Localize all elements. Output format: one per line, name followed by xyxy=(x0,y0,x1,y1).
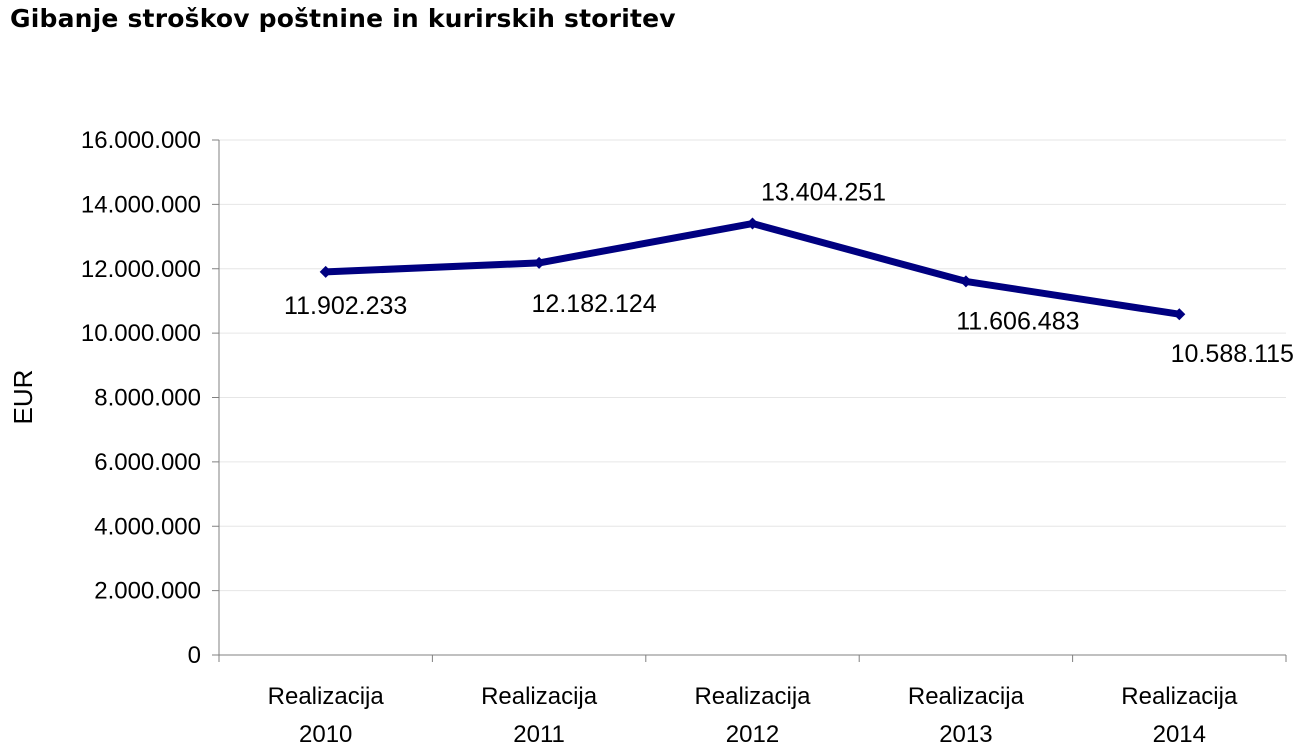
y-axis-title: EUR xyxy=(8,370,38,425)
data-point xyxy=(533,256,546,269)
data-point xyxy=(1173,308,1186,321)
data-point xyxy=(319,265,332,278)
x-tick-label: Realizacija xyxy=(908,683,1025,710)
axes: 0 2.000.000 4.000.000 6.000.000 8.000.000 10.… xyxy=(8,127,1287,748)
x-tick-label: Realizacija xyxy=(694,683,811,710)
y-tick-label: 6.000.000 xyxy=(94,449,201,476)
data-label: 10.588.115 xyxy=(1171,340,1294,368)
y-tick-label: 12.000.000 xyxy=(81,256,201,283)
y-tick-label: 0 xyxy=(188,642,201,669)
data-point xyxy=(746,217,759,230)
y-tick-label: 10.000.000 xyxy=(81,320,201,347)
data-label: 11.606.483 xyxy=(956,307,1079,335)
y-tick-label: 14.000.000 xyxy=(81,191,201,218)
data-label: 11.902.233 xyxy=(284,292,407,320)
x-tick-label: Realizacija xyxy=(268,683,385,710)
x-tick-label: Realizacija xyxy=(481,683,598,710)
series-layer xyxy=(319,217,1186,321)
data-label: 12.182.124 xyxy=(532,290,657,318)
data-label: 13.404.251 xyxy=(761,179,886,207)
x-tick-label: 2011 xyxy=(513,721,565,748)
gridlines xyxy=(219,139,1286,592)
y-tick-label: 2.000.000 xyxy=(94,578,201,605)
data-point xyxy=(959,275,972,288)
x-tick-label: 2014 xyxy=(1153,721,1206,748)
labels-layer: 11.902.233 12.182.124 13.404.251 11.606.483… xyxy=(284,179,1294,369)
y-tick-label: 8.000.000 xyxy=(94,385,201,412)
y-tick-label: 4.000.000 xyxy=(94,513,201,540)
y-tick-label: 16.000.000 xyxy=(81,127,201,154)
chart-title: Gibanje stroškov poštnine in kurirskih s… xyxy=(10,4,676,33)
x-tick-label: 2013 xyxy=(939,721,992,748)
x-tick-label: Realizacija xyxy=(1121,683,1238,710)
x-tick-label: 2010 xyxy=(299,721,352,748)
x-tick-label: 2012 xyxy=(726,721,779,748)
